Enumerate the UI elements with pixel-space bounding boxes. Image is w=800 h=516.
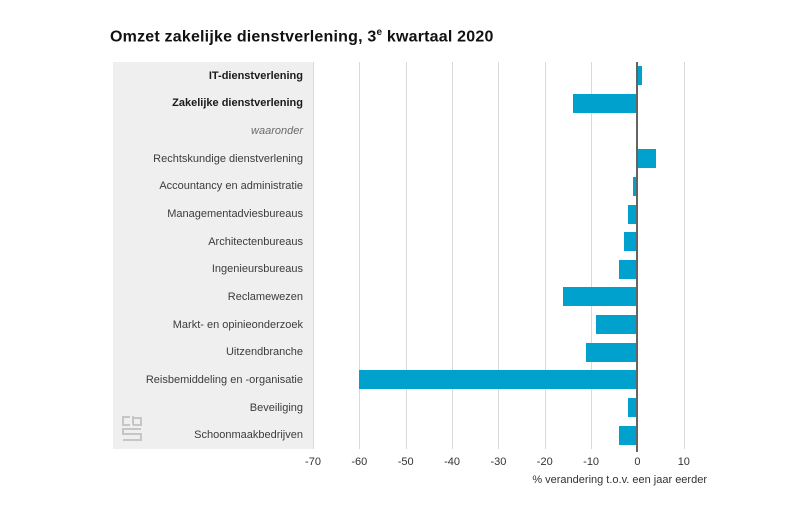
gridline: [452, 62, 454, 449]
bar-chart: IT-dienstverlening Zakelijke dienstverlen…: [113, 62, 707, 486]
category-label: Beveiliging: [249, 401, 303, 414]
category-label: Managementadviesbureaus: [167, 208, 303, 221]
x-axis-title: % verandering t.o.v. een jaar eerder: [532, 474, 707, 486]
cbs-logo-icon: [122, 416, 142, 441]
bar: [628, 204, 638, 224]
category-label: Reclamewezen: [227, 290, 303, 303]
bar: [586, 342, 638, 362]
category-label: Ingenieursbureaus: [211, 263, 303, 276]
plot-area: [313, 62, 707, 452]
bar: [618, 425, 638, 445]
chart-title-suffix: kwartaal 2020: [382, 28, 494, 46]
category-label: Rechtskundige dienstverlening: [153, 152, 303, 165]
gridline: [405, 62, 407, 449]
category-label: IT-dienstverlening: [208, 69, 303, 82]
gridline: [683, 62, 685, 449]
bar: [595, 315, 638, 335]
bar: [632, 176, 638, 196]
gridline: [313, 62, 314, 449]
bar: [628, 398, 638, 418]
x-tick-label: -60: [351, 456, 368, 468]
bar: [572, 93, 638, 113]
category-label: Schoonmaakbedrijven: [194, 429, 303, 442]
bar: [618, 259, 638, 279]
category-label: waaronder: [251, 125, 303, 138]
bar: [359, 370, 638, 390]
x-axis: -70 -60 -50 -40 -30 -20 -10 0 10: [305, 449, 707, 471]
x-tick-label: -30: [490, 456, 507, 468]
category-label: Accountancy en administratie: [159, 180, 303, 193]
x-tick-label: -20: [536, 456, 553, 468]
category-label: Uitzendbranche: [225, 346, 303, 359]
x-tick-label: 10: [677, 456, 690, 468]
zero-axis-line: [636, 62, 639, 452]
category-label: Zakelijke dienstverlening: [172, 97, 303, 110]
gridline: [591, 62, 593, 449]
category-label: Markt- en opinieonderzoek: [172, 318, 303, 331]
chart-title-text: Omzet zakelijke dienstverlening, 3: [110, 28, 377, 46]
x-tick-label: -50: [397, 456, 414, 468]
bar: [637, 66, 643, 86]
gridline: [498, 62, 500, 449]
chart-title: Omzet zakelijke dienstverlening, 3e kwar…: [110, 27, 494, 46]
gridline: [544, 62, 546, 449]
x-tick-label: -70: [305, 456, 321, 468]
category-label: Architectenbureaus: [208, 235, 303, 248]
x-tick-label: -10: [583, 456, 600, 468]
bar: [623, 232, 638, 252]
gridline: [359, 62, 361, 449]
category-label-panel: IT-dienstverlening Zakelijke dienstverlen…: [113, 62, 313, 449]
chart-title-superscript: e: [376, 27, 383, 38]
bar: [637, 149, 656, 169]
category-label: Reisbemiddeling en -organisatie: [145, 373, 303, 386]
x-tick-label: 0: [634, 456, 641, 468]
bar: [563, 287, 638, 307]
x-tick-label: -40: [444, 456, 460, 468]
